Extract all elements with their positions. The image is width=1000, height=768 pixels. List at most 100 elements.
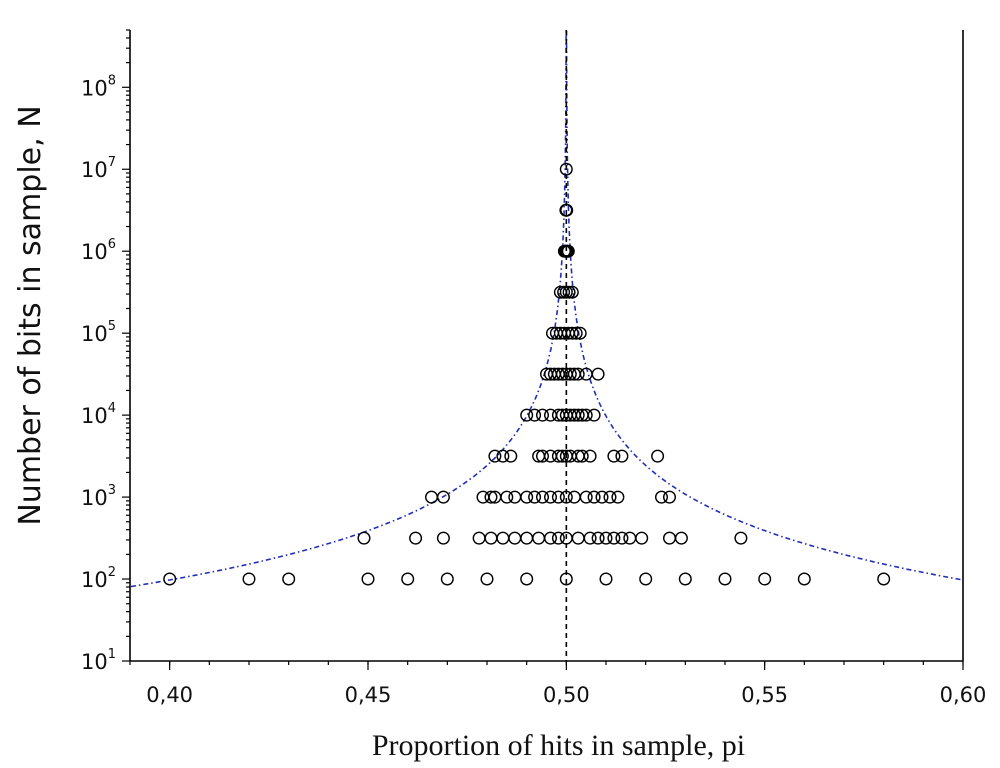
data-point: [587, 490, 601, 504]
y-tick-exponent: 2: [108, 565, 116, 580]
data-point: [565, 285, 579, 299]
data-point: [496, 531, 510, 545]
y-axis-label: Number of bits in sample, N: [13, 105, 48, 525]
data-point: [615, 531, 629, 545]
data-point: [440, 572, 454, 586]
data-point: [484, 531, 498, 545]
confidence-envelope: [130, 29, 961, 588]
data-point: [571, 367, 585, 381]
data-point: [528, 490, 542, 504]
y-tick-exponent: 1: [108, 647, 116, 662]
data-point: [532, 531, 546, 545]
data-point: [357, 531, 371, 545]
data-point: [559, 572, 573, 586]
x-tick-label: 0,50: [543, 683, 590, 707]
data-point: [472, 531, 486, 545]
data-point: [579, 367, 593, 381]
data-point: [536, 490, 550, 504]
y-tick-base: 10: [81, 322, 108, 346]
data-point: [551, 531, 565, 545]
data-point: [591, 531, 605, 545]
data-point: [562, 285, 576, 299]
y-tick-base: 10: [81, 76, 108, 100]
x-tick-label: 0,60: [940, 683, 987, 707]
data-point: [663, 531, 677, 545]
data-point: [587, 408, 601, 422]
data-point: [401, 572, 415, 586]
y-tick-exponent: 3: [108, 483, 116, 498]
data-point: [520, 531, 534, 545]
y-tick-base: 10: [81, 158, 108, 182]
data-point: [565, 326, 579, 340]
data-point: [655, 490, 669, 504]
y-tick-base: 10: [81, 240, 108, 264]
data-point: [623, 531, 637, 545]
data-point: [595, 490, 609, 504]
data-point: [599, 531, 613, 545]
data-point: [544, 490, 558, 504]
data-point: [563, 367, 577, 381]
data-point: [520, 572, 534, 586]
y-tick-base: 10: [81, 568, 108, 592]
y-tick-exponent: 5: [108, 319, 116, 334]
y-tick-label: 101: [81, 647, 116, 674]
data-point: [520, 490, 534, 504]
data-point: [567, 490, 581, 504]
x-tick-label: 0,40: [146, 683, 193, 707]
y-tick-exponent: 7: [108, 155, 116, 170]
data-point: [561, 244, 575, 258]
data-point: [639, 572, 653, 586]
data-point: [607, 449, 621, 463]
x-axis-label: Proportion of hits in sample, pi: [372, 729, 745, 762]
data-point: [583, 531, 597, 545]
data-point: [579, 408, 593, 422]
data-point: [536, 408, 550, 422]
data-point: [579, 490, 593, 504]
y-tick-exponent: 4: [108, 401, 116, 416]
data-point: [611, 490, 625, 504]
data-point: [678, 572, 692, 586]
data-point: [599, 572, 613, 586]
data-point: [559, 490, 573, 504]
y-tick-label: 107: [81, 155, 116, 182]
x-tick-label: 0,55: [741, 683, 788, 707]
envelope-right: [565, 30, 961, 581]
data-point: [242, 572, 256, 586]
y-tick-label: 103: [81, 483, 116, 510]
data-point: [436, 531, 450, 545]
data-point: [436, 490, 450, 504]
data-point: [484, 490, 498, 504]
data-point: [536, 449, 550, 463]
data-point: [496, 449, 510, 463]
y-tick-label: 105: [81, 319, 116, 346]
data-point: [508, 490, 522, 504]
data-point: [583, 449, 597, 463]
data-point: [555, 449, 569, 463]
data-point: [571, 408, 585, 422]
x-tick-label: 0,45: [345, 683, 392, 707]
data-point: [551, 490, 565, 504]
data-point: [797, 572, 811, 586]
envelope-left: [130, 29, 567, 588]
data-point: [663, 490, 677, 504]
y-tick-label: 106: [81, 237, 116, 264]
data-point: [674, 531, 688, 545]
data-point: [163, 572, 177, 586]
data-point: [569, 326, 583, 340]
data-point: [504, 449, 518, 463]
y-tick-label: 102: [81, 565, 116, 592]
data-point: [571, 531, 585, 545]
data-point: [544, 531, 558, 545]
data-point: [560, 203, 574, 217]
y-tick-exponent: 8: [108, 73, 116, 88]
data-point: [758, 572, 772, 586]
data-point: [615, 449, 629, 463]
data-point: [559, 162, 573, 176]
data-point: [575, 449, 589, 463]
y-tick-exponent: 6: [108, 237, 116, 252]
data-point: [409, 531, 423, 545]
data-point: [361, 572, 375, 586]
y-tick-base: 10: [81, 486, 108, 510]
